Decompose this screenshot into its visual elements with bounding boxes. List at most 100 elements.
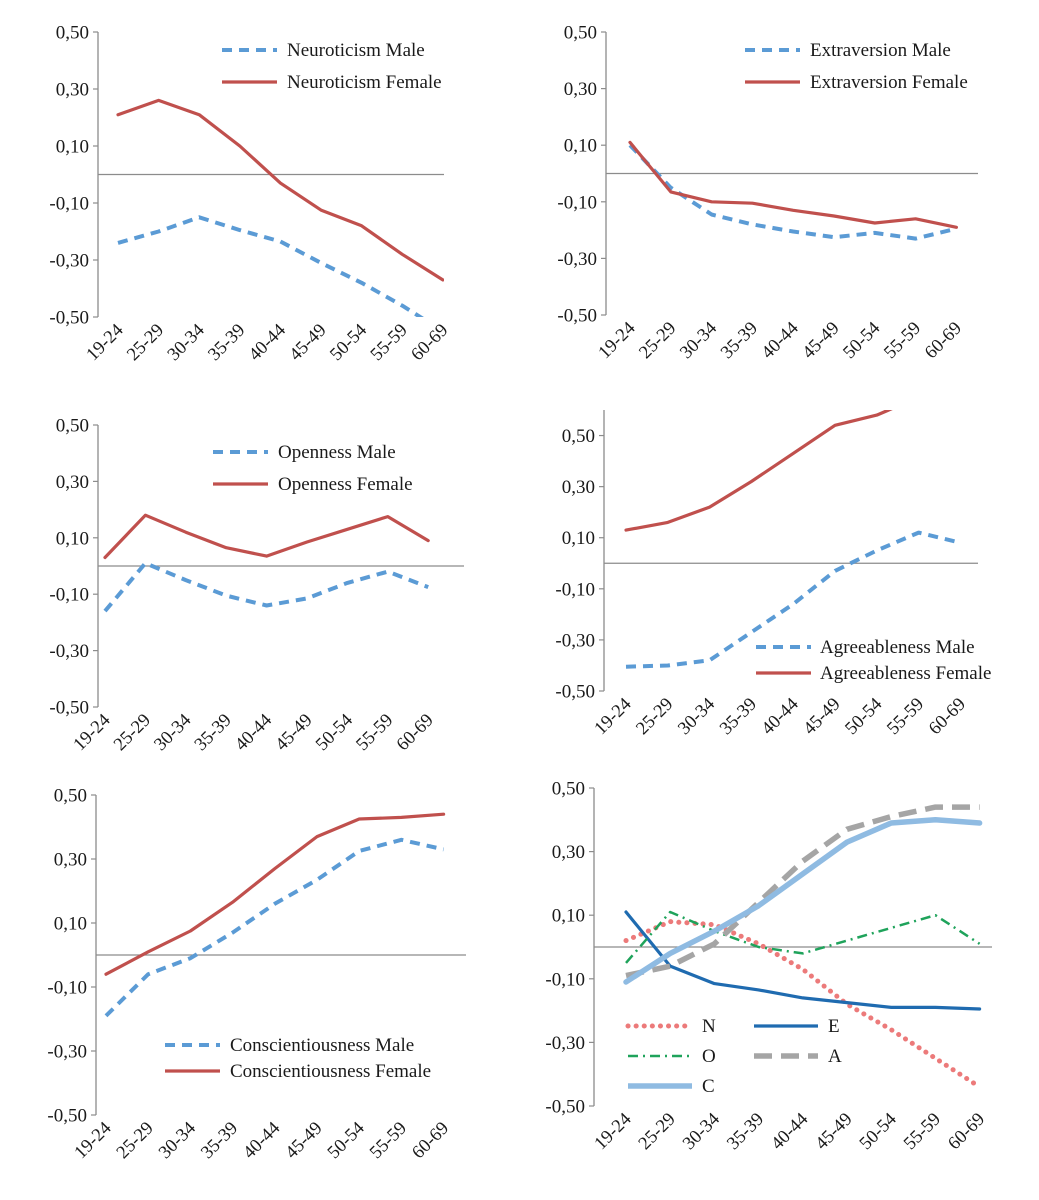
- y-tick-label: 0,10: [552, 906, 585, 927]
- x-tick-label: 25-29: [636, 318, 681, 363]
- series-line-c: [623, 817, 983, 985]
- y-tick-label: 0,10: [562, 528, 595, 549]
- y-tick-label: -0,10: [555, 579, 595, 600]
- x-tick-label: 60-69: [921, 318, 966, 363]
- x-tick-label: 25-29: [110, 710, 155, 755]
- series-line-conscientiousness-male: [104, 837, 445, 1018]
- legend-label: Neuroticism Male: [287, 40, 425, 61]
- x-tick-label: 45-49: [800, 694, 845, 739]
- plot-area: [104, 812, 446, 1018]
- x-tick-label: 55-59: [367, 320, 412, 365]
- x-tick-label: 30-34: [676, 318, 721, 363]
- x-tick-label: 50-54: [326, 320, 371, 365]
- chart-panel-4: 0,50 0,30 0,10 -0,10 -0,30 -0,5019-2425-2930-…: [555, 410, 991, 739]
- y-tick-label: 0,50: [564, 23, 597, 44]
- chart-panel-3: 0,500,300,10-0,10-0,30-0,5019-2425-2930-…: [49, 416, 464, 755]
- y-tick-label: -0,50: [49, 308, 89, 329]
- x-tick-label: 60-69: [944, 1109, 989, 1154]
- y-tick-label: -0,10: [47, 978, 87, 999]
- chart-panel-1: 0,50 0,30 0,10 -0,10 -0,30 -0,5019-2425-2930-…: [49, 23, 452, 366]
- x-tick-label: 45-49: [812, 1109, 857, 1154]
- x-tick-label: 60-69: [925, 694, 970, 739]
- series-line-extraversion-female: [628, 140, 959, 229]
- series-line-agreeableness-female: [624, 410, 893, 532]
- y-tick-label: 0,50: [56, 23, 89, 44]
- x-tick-label: 30-34: [674, 694, 719, 739]
- x-tick-label: 55-59: [353, 710, 398, 755]
- legend-label: E: [828, 1016, 840, 1037]
- y-tick-label: 0,30: [54, 850, 87, 871]
- legend-label: Agreeableness Male: [820, 637, 975, 658]
- y-tick-label: -0,30: [545, 1033, 585, 1054]
- x-tick-label: 55-59: [880, 318, 925, 363]
- x-tick-label: 35-39: [716, 694, 761, 739]
- plot-area: [624, 410, 961, 669]
- x-tick-label: 30-34: [679, 1109, 724, 1154]
- x-tick-label: 55-59: [883, 694, 928, 739]
- series-line-conscientiousness-female: [104, 812, 446, 976]
- series-line-neuroticism-female: [116, 98, 444, 282]
- legend-label: C: [702, 1076, 715, 1097]
- y-tick-label: -0,30: [47, 1042, 87, 1063]
- plot-area: [623, 804, 983, 1090]
- x-tick-label: 55-59: [366, 1118, 411, 1163]
- y-tick-label: -0,50: [47, 1106, 87, 1127]
- legend-label: Openness Male: [278, 442, 396, 463]
- x-tick-label: 35-39: [191, 710, 236, 755]
- y-tick-label: -0,10: [49, 194, 89, 215]
- x-tick-label: 60-69: [408, 1118, 453, 1163]
- y-tick-label: 0,10: [54, 914, 87, 935]
- y-tick-label: -0,10: [545, 969, 585, 990]
- series-line-neuroticism-male: [117, 215, 424, 317]
- x-tick-label: 25-29: [633, 694, 678, 739]
- legend-label: Extraversion Female: [810, 72, 968, 93]
- x-tick-label: 40-44: [245, 320, 290, 365]
- x-tick-label: 60-69: [408, 320, 453, 365]
- series-line-agreeableness-male: [625, 530, 961, 669]
- y-tick-label: 0,30: [56, 472, 89, 493]
- x-tick-label: 50-54: [840, 318, 885, 363]
- x-tick-label: 55-59: [900, 1109, 945, 1154]
- legend-label: Openness Female: [278, 474, 413, 495]
- series-line-extraversion-male: [628, 143, 957, 241]
- series-line-openness-female: [103, 513, 430, 560]
- y-tick-label: 0,30: [564, 79, 597, 100]
- x-tick-label: 19-24: [591, 694, 636, 739]
- y-tick-label: -0,50: [545, 1097, 585, 1118]
- x-tick-label: 60-69: [393, 710, 438, 755]
- x-tick-label: 50-54: [842, 694, 887, 739]
- legend-label: Agreeableness Female: [820, 663, 991, 684]
- chart-panel-6: 0,50 0,30 0,10 -0,10 -0,30 -0,50 19-24 25-29 30-…: [545, 779, 992, 1154]
- y-tick-label: -0,30: [49, 251, 89, 272]
- x-tick-label: 45-49: [282, 1118, 327, 1163]
- y-tick-label: -0,50: [557, 306, 597, 327]
- x-tick-label: 50-54: [324, 1118, 369, 1163]
- series-line-n: [623, 919, 983, 1090]
- chart-panel-2: 0,50 0,30 0,10 -0,10 -0,30 -0,5019-2425-2930-…: [557, 23, 978, 363]
- legend-label: O: [702, 1046, 716, 1067]
- y-tick-label: 0,50: [552, 779, 585, 800]
- x-tick-label: 35-39: [717, 318, 762, 363]
- x-tick-label: 19-24: [591, 1109, 636, 1154]
- x-tick-label: 35-39: [205, 320, 250, 365]
- y-tick-label: 0,10: [56, 137, 89, 158]
- series-line-a: [625, 804, 980, 979]
- x-tick-label: 40-44: [758, 694, 803, 739]
- legend-label: N: [702, 1016, 716, 1037]
- y-tick-label: 0,10: [56, 528, 89, 549]
- x-tick-label: 30-34: [151, 710, 196, 755]
- x-tick-label: 35-39: [197, 1118, 242, 1163]
- y-tick-label: 0,30: [562, 477, 595, 498]
- y-tick-label: -0,50: [49, 698, 89, 719]
- x-tick-label: 35-39: [723, 1109, 768, 1154]
- x-tick-label: 50-54: [856, 1109, 901, 1154]
- y-tick-label: -0,30: [557, 249, 597, 270]
- plot-area: [116, 98, 444, 317]
- series-line-e: [624, 910, 982, 1011]
- x-tick-label: 25-29: [635, 1109, 680, 1154]
- legend-label: Extraversion Male: [810, 40, 951, 61]
- x-tick-label: 50-54: [312, 710, 357, 755]
- y-tick-label: 0,10: [564, 136, 597, 157]
- y-tick-label: 0,30: [56, 80, 89, 101]
